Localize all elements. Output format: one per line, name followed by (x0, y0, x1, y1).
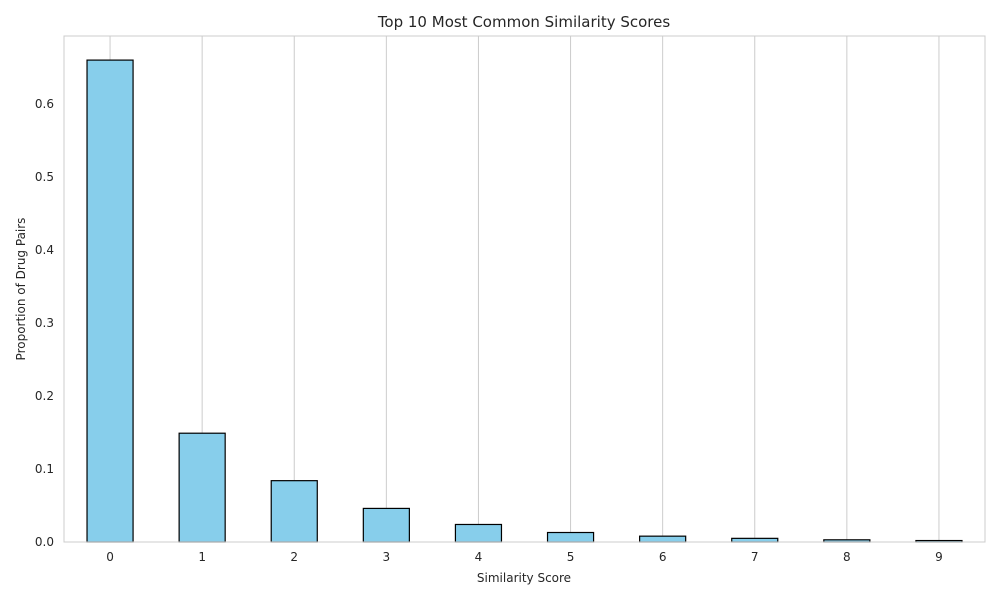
x-tick-label: 9 (935, 550, 943, 564)
x-tick-label: 8 (843, 550, 851, 564)
x-axis-ticks: 0 1 2 3 4 5 6 7 8 9 (106, 550, 943, 564)
y-tick-label: 0.1 (35, 462, 54, 476)
x-axis-title: Similarity Score (477, 571, 571, 585)
y-tick-label: 0.0 (35, 535, 54, 549)
y-tick-label: 0.4 (35, 243, 54, 257)
x-tick-label: 2 (290, 550, 298, 564)
y-tick-label: 0.5 (35, 170, 54, 184)
bar-1 (178, 432, 226, 543)
y-tick-label: 0.2 (35, 389, 54, 403)
y-tick-label: 0.3 (35, 316, 54, 330)
y-axis-title: Proportion of Drug Pairs (14, 218, 28, 361)
y-axis-ticks: 0.0 0.1 0.2 0.3 0.4 0.5 0.6 (35, 97, 54, 549)
bar-6 (639, 535, 687, 543)
bar-7 (731, 537, 779, 543)
x-tick-label: 6 (659, 550, 667, 564)
x-tick-label: 7 (751, 550, 759, 564)
bars (86, 59, 963, 543)
x-tick-label: 4 (475, 550, 483, 564)
bar-4 (454, 523, 503, 543)
bar-2 (270, 480, 318, 543)
x-tick-label: 5 (567, 550, 575, 564)
bar-3 (362, 507, 410, 543)
x-tick-label: 1 (198, 550, 206, 564)
bar-5 (546, 531, 595, 543)
x-tick-label: 0 (106, 550, 114, 564)
grid-lines (109, 36, 940, 542)
y-tick-label: 0.6 (35, 97, 54, 111)
bar-0 (86, 59, 134, 543)
plot-frame (63, 35, 986, 543)
x-tick-label: 3 (383, 550, 391, 564)
chart-title: Top 10 Most Common Similarity Scores (377, 13, 671, 31)
